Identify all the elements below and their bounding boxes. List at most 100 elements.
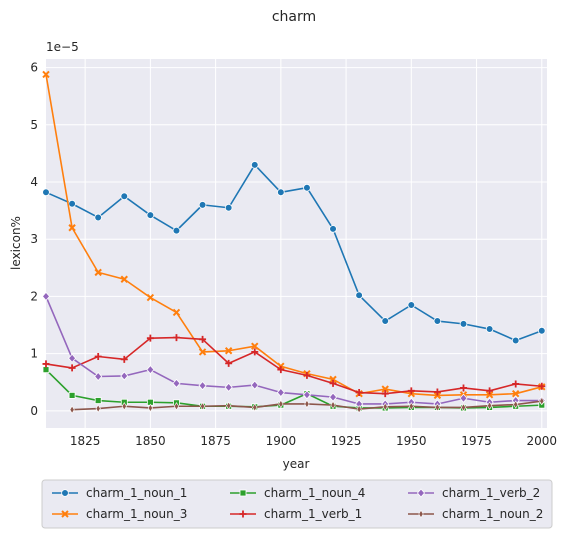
data-point (95, 404, 101, 413)
data-point (224, 382, 233, 392)
series (41, 70, 546, 414)
data-point (94, 397, 102, 404)
data-point (276, 387, 285, 398)
data-point (94, 352, 102, 360)
data-point (303, 371, 311, 379)
y-tick-label: 1 (30, 347, 38, 361)
data-point (42, 366, 50, 374)
data-point (147, 403, 153, 413)
series-line (45, 336, 542, 395)
data-point (459, 320, 468, 328)
series-line (45, 296, 542, 405)
data-point (407, 301, 416, 309)
data-point (329, 379, 337, 387)
data-point (329, 375, 337, 384)
data-point (486, 387, 494, 395)
legend-marker (416, 488, 426, 498)
data-point (42, 360, 50, 368)
data-point (224, 203, 233, 212)
data-point (538, 382, 546, 390)
data-point (355, 389, 363, 397)
x-tick-label: 2000 (527, 434, 558, 448)
y-tick-labels: 0 1 2 3 4 5 6 (30, 61, 38, 418)
data-point (226, 401, 232, 410)
legend-label: charm_1_noun_4 (264, 486, 365, 500)
data-point (302, 390, 311, 400)
data-point (513, 400, 519, 409)
data-point (198, 381, 207, 391)
plot-background (46, 59, 547, 428)
data-point (252, 403, 258, 412)
data-point (277, 366, 285, 374)
data-point (172, 334, 180, 342)
y-tick-label: 3 (30, 232, 38, 246)
data-point (459, 393, 468, 403)
legend-marker (239, 510, 247, 518)
legend-entry: charm_1_noun_1 (52, 486, 187, 500)
x-tick-label: 1850 (135, 434, 166, 448)
legend-marker (61, 489, 69, 497)
data-point (42, 70, 50, 79)
data-point (68, 353, 77, 363)
data-point (120, 355, 128, 363)
y-multiplier-label: 1e−5 (46, 40, 79, 54)
data-point (225, 359, 233, 367)
data-point (460, 403, 467, 412)
data-point (303, 183, 311, 192)
series-line (45, 74, 542, 397)
data-point (120, 275, 128, 283)
data-point (512, 380, 520, 388)
data-point (172, 308, 181, 317)
series-line (45, 164, 543, 342)
data-point (94, 213, 102, 222)
data-point (408, 402, 414, 411)
x-tick-label: 1825 (70, 434, 101, 448)
data-point (198, 201, 207, 209)
legend-marker (239, 489, 247, 497)
legend-entry: charm_1_noun_4 (230, 486, 365, 500)
legend-entry: charm_1_noun_3 (52, 507, 187, 521)
data-point (485, 391, 494, 399)
data-point (146, 334, 154, 342)
data-point (485, 325, 494, 333)
data-point (304, 399, 310, 409)
data-point (120, 371, 129, 381)
data-point (511, 336, 520, 345)
series-charm_1_verb_2 (41, 291, 546, 409)
data-point (68, 364, 76, 372)
legend-box (41, 479, 553, 529)
data-point (94, 268, 102, 277)
data-point (537, 326, 546, 335)
x-tick-label: 1875 (200, 434, 231, 448)
data-point (120, 192, 129, 201)
data-point (251, 348, 259, 356)
data-point (434, 403, 440, 412)
data-point (173, 402, 180, 411)
data-point (199, 335, 207, 343)
y-tick-label: 6 (30, 61, 38, 75)
data-point (68, 199, 76, 208)
y-tick-label: 4 (30, 175, 38, 189)
y-axis-label: lexicon% (9, 216, 23, 270)
data-point (200, 402, 206, 411)
legend-label: charm_1_verb_2 (442, 486, 540, 500)
legend-entry: charm_1_noun_2 (408, 507, 543, 521)
data-point (251, 342, 259, 350)
data-point (355, 291, 363, 300)
data-point (460, 384, 467, 392)
x-tick-label: 1925 (331, 434, 362, 448)
data-point (277, 188, 285, 197)
legend-entry: charm_1_verb_1 (230, 507, 362, 521)
data-point (329, 225, 337, 233)
data-point (356, 404, 362, 414)
legend-label: charm_1_noun_1 (86, 486, 187, 500)
legend-label: charm_1_noun_2 (442, 507, 543, 521)
data-point (68, 224, 76, 232)
data-point (146, 293, 155, 302)
legend-label: charm_1_noun_3 (86, 507, 187, 521)
chart-title: charm (272, 9, 316, 25)
data-point (407, 387, 415, 395)
data-point (330, 400, 336, 410)
